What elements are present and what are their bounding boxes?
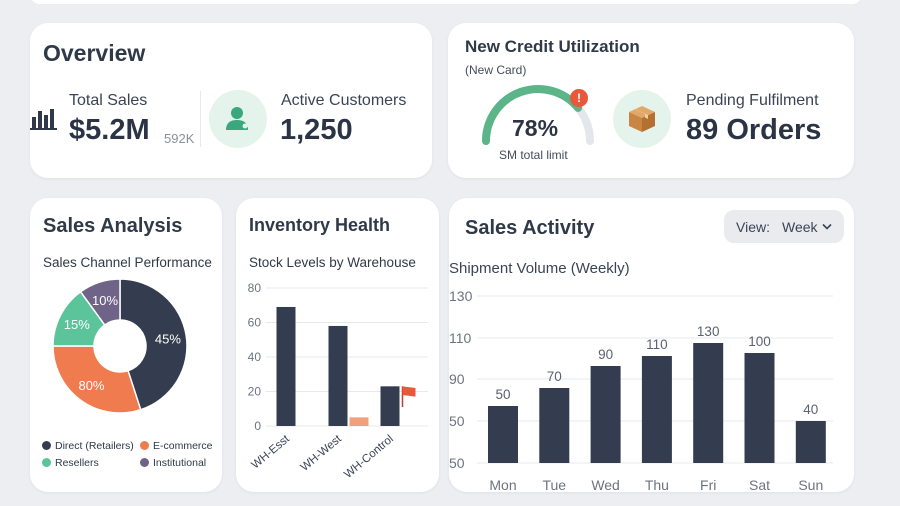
legend-item: Institutional [140,457,206,469]
view-select-label: View: [736,219,770,235]
flag-icon [401,386,416,408]
x-tick-label: Tue [542,477,566,492]
bar [276,306,296,426]
pie-slice-label: 80% [78,378,104,393]
sales-channel-pie-chart: 45% 80% 15%10% [52,278,188,414]
data-label: 110 [646,337,668,352]
x-tick-label: Thu [645,477,669,492]
x-tick-label: Sun [798,477,823,492]
customers-icon-circle [209,90,267,148]
data-label: 100 [748,334,771,349]
pie-slice [79,278,121,327]
view-select[interactable]: View: Week [724,210,844,243]
bar [744,353,775,463]
pie-slice-label: 10% [92,293,118,308]
active-customers-label: Active Customers [281,92,407,109]
bar-chart-icon [30,109,57,130]
data-label: 90 [598,347,613,362]
legend-label: E-commerce [153,440,213,452]
top-panel-edge [30,0,862,4]
sales-activity-subtitle: Shipment Volume (Weekly) [449,260,630,277]
sales-activity-card: Sales Activity View: Week Shipment Volum… [449,198,854,492]
overview-title: Overview [43,40,146,66]
y-tick-label: 20 [248,385,262,399]
overview-divider [200,91,201,147]
pie-slice [52,345,142,414]
y-tick-label: 110 [449,330,472,346]
data-label: 70 [547,369,562,384]
bar [590,366,621,463]
inventory-subtitle: Stock Levels by Warehouse [249,255,416,270]
legend-label: Direct (Retailers) [55,440,134,452]
x-tick-label: Fri [700,477,716,492]
sales-analysis-card: Sales Analysis Sales Channel Performance… [30,198,222,492]
inventory-title: Inventory Health [249,215,391,235]
credit-limit-text: SM total limit [499,148,568,162]
x-tick-label: WH-Esst [249,433,292,472]
gauge-fill [482,85,583,145]
total-sales-sub: 592K [164,131,195,146]
package-icon [629,106,655,132]
bar [641,356,672,463]
legend-swatch [42,458,51,467]
inventory-card: Inventory Health Stock Levels by Warehou… [236,198,439,492]
y-tick-label: 80 [248,281,262,295]
y-tick-label: 90 [449,371,465,387]
legend-swatch [42,441,51,450]
y-tick-label: 40 [248,350,262,364]
data-label: 50 [495,387,510,402]
legend-swatch [140,458,149,467]
overview-card: Overview Total Sales $5.2M 592K Active C… [30,23,432,178]
legend-item: Resellers [42,457,99,469]
legend-label: Institutional [153,457,207,469]
sales-analysis-title: Sales Analysis [43,215,183,237]
fulfilment-value: 89 Orders [686,114,822,146]
fulfilment-icon-circle [613,90,671,148]
bar [693,343,724,463]
x-tick-label: WH-Control [342,433,396,481]
x-tick-label: Sat [749,477,770,492]
bar [539,388,570,463]
sales-activity-title: Sales Activity [465,217,595,239]
credit-title: New Credit Utilization [465,37,640,56]
chevron-down-icon [822,223,832,230]
bar [795,421,826,463]
alert-icon: ! [570,89,588,107]
legend-swatch [140,441,149,450]
y-tick-label: 50 [449,455,465,471]
legend-item: Direct (Retailers) [42,440,134,452]
x-tick-label: Mon [489,477,516,492]
bar [380,386,400,426]
fulfilment-label: Pending Fulfilment [686,92,819,109]
credit-gauge [482,85,594,145]
data-label: 130 [697,324,720,339]
user-icon [226,107,248,130]
data-label: 40 [803,402,818,417]
pie-slice-label: 15% [64,317,90,332]
sales-analysis-subtitle: Sales Channel Performance [43,255,212,270]
credit-percent: 78% [512,115,559,141]
credit-card: New Credit Utilization (New Card) ! 78% … [448,23,854,178]
shipment-bar-chart: 130 110 90 50 50 50 Mon 70 Tue 90 Wed 110 Thu 130 Fri 1… [449,288,833,492]
x-tick-label: WH-West [299,433,345,474]
active-customers-value: 1,250 [280,114,353,146]
y-tick-label: 50 [449,413,465,429]
x-tick-label: Wed [591,477,620,492]
y-tick-label: 130 [449,288,473,304]
credit-subtitle: (New Card) [465,63,527,77]
bar-secondary [349,417,369,426]
bar [328,325,348,426]
legend-item: E-commerce [140,440,213,452]
y-tick-label: 0 [254,419,261,433]
view-select-value: Week [782,219,818,235]
legend-label: Resellers [55,457,99,469]
pie-slice [119,278,188,411]
total-sales-label: Total Sales [69,92,148,109]
bar [488,406,518,463]
pie-slice-label: 45% [155,331,181,346]
total-sales-value: $5.2M [69,114,150,146]
y-tick-label: 60 [248,316,262,330]
